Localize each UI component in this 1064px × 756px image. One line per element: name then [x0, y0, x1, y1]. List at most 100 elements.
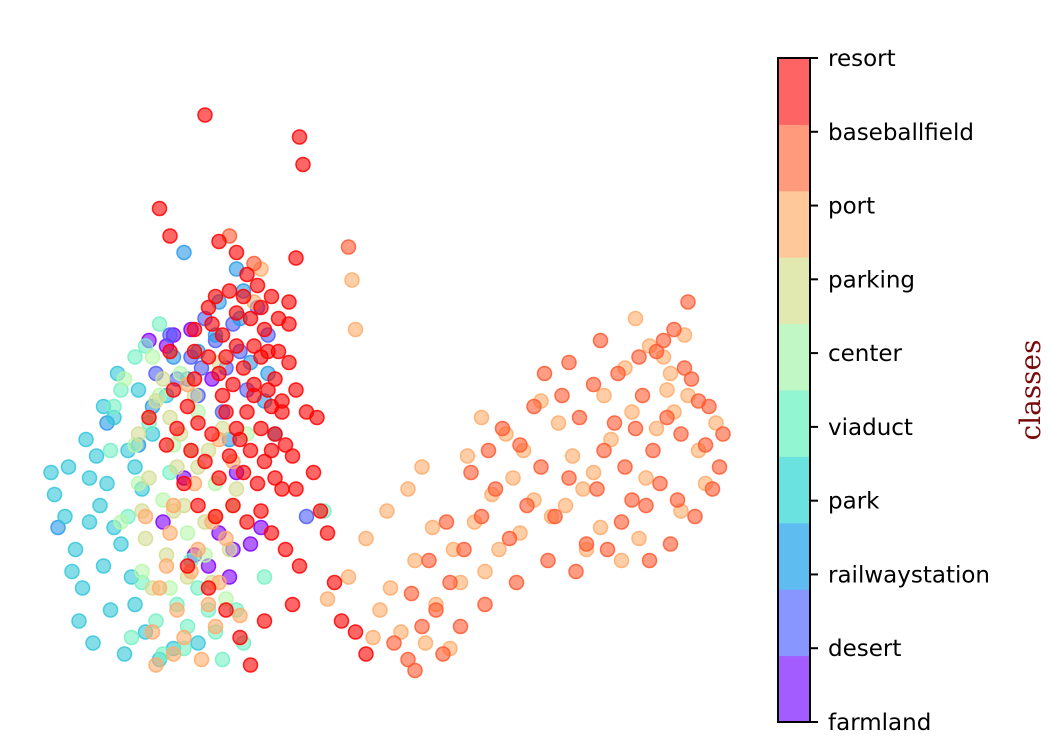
- point-viaduct: [214, 651, 231, 668]
- point-port: [137, 508, 154, 525]
- point-baseballfield: [631, 349, 647, 365]
- point-park: [113, 536, 129, 552]
- point-port: [592, 519, 609, 536]
- point-baseballfield: [704, 481, 721, 497]
- colorbar-segment-resort: [778, 58, 810, 125]
- point-resort: [162, 228, 178, 244]
- point-baseballfield: [578, 536, 595, 552]
- point-resort: [277, 437, 294, 453]
- point-port: [190, 541, 206, 558]
- point-port: [638, 470, 654, 486]
- point-resort: [235, 464, 252, 481]
- colorbar-segment-parking: [778, 257, 810, 325]
- point-baseballfield: [568, 563, 584, 580]
- point-baseballfield: [659, 409, 675, 426]
- point-baseballfield: [561, 470, 577, 486]
- point-park: [95, 558, 112, 574]
- point-center: [113, 514, 129, 530]
- point-port: [585, 464, 602, 481]
- point-park: [127, 596, 143, 613]
- point-viaduct: [102, 442, 119, 459]
- point-port: [340, 569, 357, 585]
- point-park: [102, 602, 119, 618]
- point-resort: [235, 288, 252, 305]
- point-resort: [326, 574, 343, 591]
- point-baseballfield: [536, 365, 553, 382]
- colorbar-segment-baseballfield: [778, 124, 810, 192]
- point-port: [407, 552, 423, 569]
- point-resort: [204, 316, 220, 332]
- colorbar-tick-label: park: [828, 489, 880, 515]
- colorbar-tick-label: resort: [828, 46, 896, 72]
- point-port: [218, 530, 234, 547]
- point-resort: [267, 470, 283, 486]
- point-port: [358, 530, 374, 547]
- point-park: [60, 459, 77, 475]
- point-resort: [200, 349, 217, 365]
- point-port: [151, 580, 168, 596]
- point-resort: [253, 420, 269, 437]
- point-baseballfield: [697, 437, 714, 453]
- point-resort: [246, 338, 262, 354]
- point-resort: [260, 382, 276, 398]
- point-baseballfield: [480, 442, 497, 459]
- point-resort: [158, 437, 175, 453]
- point-baseballfield: [648, 343, 665, 360]
- point-baseballfield: [624, 492, 640, 508]
- point-port: [659, 382, 675, 398]
- point-resort: [204, 426, 220, 442]
- point-resort: [232, 629, 248, 646]
- point-baseballfield: [676, 360, 693, 376]
- point-baseballfield: [246, 255, 262, 272]
- point-resort: [197, 453, 213, 470]
- point-baseballfield: [561, 354, 577, 371]
- point-resort: [281, 294, 297, 310]
- point-baseballfield: [428, 602, 444, 618]
- point-port: [424, 519, 441, 536]
- colorbar-tick-label: railwaystation: [828, 562, 990, 588]
- point-baseballfield: [589, 481, 605, 497]
- point-port: [400, 481, 416, 497]
- point-resort: [207, 288, 224, 305]
- point-farmland: [155, 514, 171, 530]
- point-port: [603, 431, 619, 448]
- point-resort: [190, 497, 206, 514]
- point-port: [505, 470, 521, 486]
- point-resort: [221, 283, 238, 299]
- point-resort: [225, 497, 241, 514]
- point-port: [176, 629, 192, 646]
- point-port: [165, 646, 182, 662]
- point-resort: [211, 233, 227, 250]
- point-resort: [253, 299, 269, 316]
- colorbar-segment-port: [778, 190, 810, 258]
- point-port: [662, 365, 679, 382]
- point-resort: [207, 508, 224, 525]
- colorbar-tick-label: parking: [828, 267, 915, 293]
- point-park: [116, 646, 133, 662]
- point-baseballfield: [634, 387, 651, 404]
- point-resort: [239, 514, 255, 530]
- colorbar-segment-park: [778, 456, 810, 524]
- point-baseballfield: [508, 574, 525, 591]
- point-port: [207, 618, 224, 635]
- point-port: [382, 580, 399, 596]
- point-port: [200, 596, 217, 613]
- colorbar-segment-viaduct: [778, 390, 810, 457]
- point-port: [162, 525, 178, 541]
- point-resort: [211, 365, 227, 382]
- point-baseballfield: [687, 508, 703, 525]
- point-resort: [288, 250, 304, 266]
- point-resort: [267, 426, 283, 442]
- point-viaduct: [127, 349, 143, 365]
- point-port: [473, 409, 490, 426]
- point-park: [71, 613, 87, 629]
- point-park: [85, 635, 101, 651]
- point-park: [92, 497, 108, 514]
- point-resort: [218, 404, 234, 420]
- point-port: [414, 459, 430, 475]
- point-railwaystation: [50, 519, 66, 536]
- point-park: [81, 470, 98, 486]
- point-baseballfield: [403, 585, 420, 602]
- point-park: [67, 541, 84, 558]
- point-resort: [228, 305, 245, 321]
